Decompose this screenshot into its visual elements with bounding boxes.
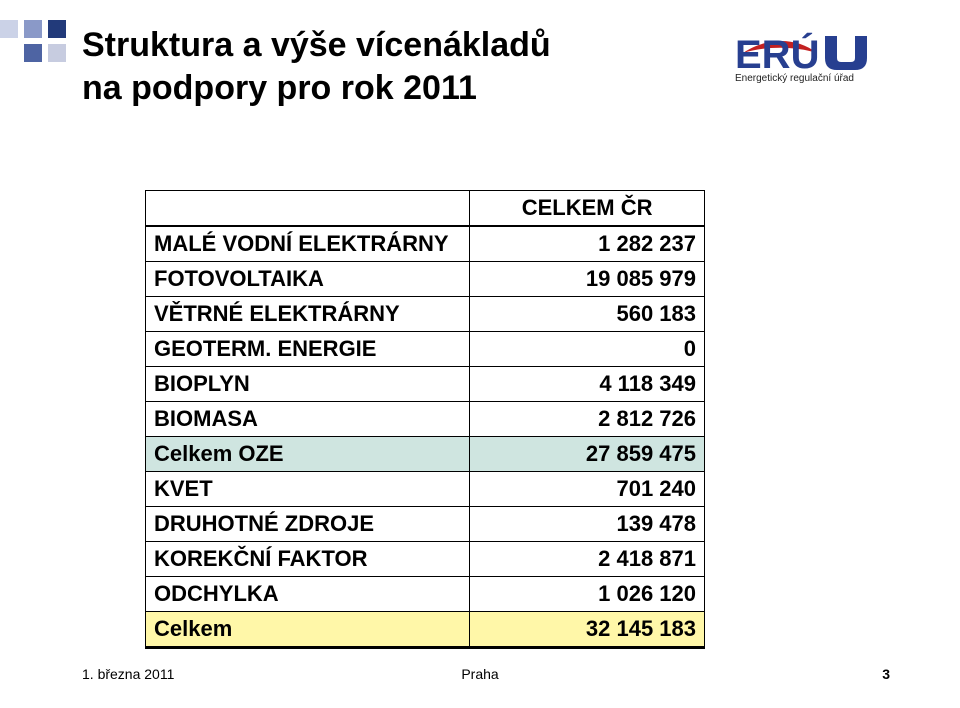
row-value: 1 282 237 bbox=[470, 227, 705, 262]
footer-location: Praha bbox=[0, 666, 960, 682]
corner-decoration bbox=[0, 20, 66, 62]
logo-caption: Energetický regulační úřad bbox=[735, 72, 900, 84]
table-row: ODCHYLKA1 026 120 bbox=[146, 577, 705, 612]
row-label: MALÉ VODNÍ ELEKTRÁRNY bbox=[146, 227, 470, 262]
table-row: KVET701 240 bbox=[146, 472, 705, 507]
row-label: ODCHYLKA bbox=[146, 577, 470, 612]
footer-page-number: 3 bbox=[882, 666, 890, 682]
row-value: 139 478 bbox=[470, 507, 705, 542]
table-row: DRUHOTNÉ ZDROJE139 478 bbox=[146, 507, 705, 542]
table-row: KOREKČNÍ FAKTOR2 418 871 bbox=[146, 542, 705, 577]
row-value: 4 118 349 bbox=[470, 367, 705, 402]
table-header-label bbox=[146, 191, 470, 226]
row-value: 1 026 120 bbox=[470, 577, 705, 612]
row-label: DRUHOTNÉ ZDROJE bbox=[146, 507, 470, 542]
page-title: Struktura a výše vícenákladů na podpory … bbox=[82, 24, 551, 109]
row-value: 0 bbox=[470, 332, 705, 367]
row-value: 2 812 726 bbox=[470, 402, 705, 437]
row-value: 32 145 183 bbox=[470, 612, 705, 648]
slide: Struktura a výše vícenákladů na podpory … bbox=[0, 0, 960, 708]
table-row: GEOTERM. ENERGIE0 bbox=[146, 332, 705, 367]
row-label: KOREKČNÍ FAKTOR bbox=[146, 542, 470, 577]
table-row: VĚTRNÉ ELEKTRÁRNY560 183 bbox=[146, 297, 705, 332]
title-line-2: na podpory pro rok 2011 bbox=[82, 67, 551, 110]
row-label: FOTOVOLTAIKA bbox=[146, 262, 470, 297]
row-value: 701 240 bbox=[470, 472, 705, 507]
table-row: Celkem OZE27 859 475 bbox=[146, 437, 705, 472]
row-label: Celkem bbox=[146, 612, 470, 648]
row-label: BIOPLYN bbox=[146, 367, 470, 402]
logo-text: ERÚ bbox=[735, 31, 819, 72]
table-header-value: CELKEM ČR bbox=[470, 191, 705, 226]
row-label: Celkem OZE bbox=[146, 437, 470, 472]
row-label: VĚTRNÉ ELEKTRÁRNY bbox=[146, 297, 470, 332]
table-row: Celkem32 145 183 bbox=[146, 612, 705, 648]
data-table: CELKEM ČRMALÉ VODNÍ ELEKTRÁRNY1 282 237F… bbox=[145, 190, 705, 649]
row-value: 560 183 bbox=[470, 297, 705, 332]
eru-logo-icon: ERÚ bbox=[735, 28, 900, 72]
row-label: KVET bbox=[146, 472, 470, 507]
table-row: MALÉ VODNÍ ELEKTRÁRNY1 282 237 bbox=[146, 227, 705, 262]
row-value: 27 859 475 bbox=[470, 437, 705, 472]
table-row: BIOPLYN4 118 349 bbox=[146, 367, 705, 402]
table-row: FOTOVOLTAIKA19 085 979 bbox=[146, 262, 705, 297]
row-value: 19 085 979 bbox=[470, 262, 705, 297]
table-row: BIOMASA2 812 726 bbox=[146, 402, 705, 437]
row-label: GEOTERM. ENERGIE bbox=[146, 332, 470, 367]
row-value: 2 418 871 bbox=[470, 542, 705, 577]
row-label: BIOMASA bbox=[146, 402, 470, 437]
title-line-1: Struktura a výše vícenákladů bbox=[82, 24, 551, 67]
eru-logo: ERÚ Energetický regulační úřad bbox=[735, 28, 900, 84]
